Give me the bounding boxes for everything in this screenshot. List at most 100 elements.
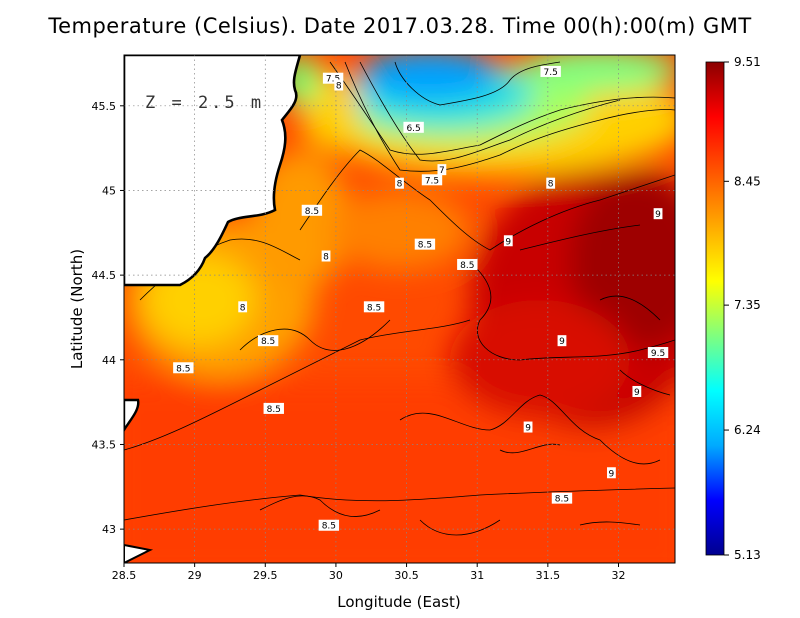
landmass: [124, 55, 302, 563]
contour-label-text: 8: [240, 303, 246, 313]
contour-label-text: 8.5: [267, 405, 281, 415]
contour-label-text: 8: [548, 180, 554, 190]
contour-label-text: 8.5: [460, 261, 474, 271]
contour-label-text: 8.5: [176, 364, 190, 374]
contour-label: 9: [557, 335, 567, 347]
contour-label: 8.5: [318, 519, 340, 532]
contour-label-text: 8.5: [418, 241, 432, 251]
colorbar-tick-label: 6.24: [734, 423, 761, 437]
contour-label-text: 7.5: [425, 176, 439, 186]
x-tick-label: 29: [188, 569, 202, 582]
contour-label-bg: [334, 79, 344, 91]
contour-label: 9.5: [647, 347, 669, 359]
contour-label: 8: [395, 177, 404, 190]
contour-label-bg: [557, 335, 567, 347]
contour-label-text: 7.5: [544, 68, 558, 78]
contour-label-bg: [363, 301, 385, 313]
contour-label-bg: [395, 177, 404, 189]
contour-label-bg: [632, 385, 642, 397]
y-tick-label: 43: [102, 523, 116, 536]
contour-label: 8.5: [414, 238, 436, 251]
contour-label-bg: [421, 174, 443, 186]
x-tick-label: 32: [611, 569, 625, 582]
x-tick-label: 30: [329, 569, 343, 582]
contour-label-text: 8.5: [322, 522, 336, 532]
x-axis-label: Longitude (East): [337, 593, 460, 611]
x-tick-label: 28.5: [112, 569, 137, 582]
contour-label-bg: [414, 238, 436, 250]
contour-label-bg: [647, 347, 669, 359]
contour-label-bg: [318, 519, 340, 531]
contour-label-bg: [321, 250, 331, 262]
contour-label: 9: [607, 467, 616, 479]
contour-label-bg: [257, 335, 279, 347]
contour-label-text: 9: [525, 424, 531, 434]
x-axis-ticks: 28.5 29 29.5 30 30.5 31 31.5 32: [112, 563, 625, 582]
x-tick-label: 31: [470, 569, 484, 582]
colorbar: [705, 61, 725, 556]
contour-label-bg: [322, 72, 344, 84]
colorbar-tick-label: 5.13: [734, 548, 761, 562]
contour-label-bg: [546, 177, 556, 189]
colorbar-ticks: 9.51 8.45 7.35 6.24 5.13: [724, 55, 761, 562]
contour-label: 8: [546, 177, 556, 190]
contour-label-text: 9: [559, 337, 565, 347]
contour-label: 8.5: [263, 402, 284, 415]
x-tick-label: 31.5: [536, 569, 561, 582]
contour-label-text: 8: [323, 253, 329, 263]
colorbar-tick-label: 8.45: [734, 174, 761, 188]
contour-label-bg: [301, 204, 323, 216]
contour-label-text: 9: [634, 388, 640, 398]
contour-label: 8.5: [551, 492, 573, 505]
x-tick-label: 30.5: [394, 569, 419, 582]
y-tick-label: 45: [102, 184, 116, 197]
colorbar-tick-label: 9.51: [734, 55, 761, 69]
contour-label: 8: [334, 79, 344, 91]
contour-label-text: 7: [439, 166, 445, 176]
contour-label-bg: [437, 164, 447, 176]
contour-label: 8.5: [257, 335, 279, 347]
contour-label: 8.5: [457, 258, 478, 271]
contour-label-bg: [403, 121, 424, 133]
contour-label-text: 8.5: [261, 337, 275, 347]
contour-label-text: 8.5: [367, 303, 381, 313]
contour-label-text: 8.5: [555, 495, 569, 505]
contour-label: 9: [503, 235, 513, 247]
map-title: Temperature (Celsius). Date 2017.03.28. …: [48, 14, 752, 38]
contour-label-bg: [457, 258, 478, 270]
contour-label-bg: [653, 208, 663, 220]
y-tick-label: 43.5: [92, 438, 117, 451]
contour-label-text: 9: [609, 469, 615, 479]
contour-label-text: 9: [655, 210, 661, 220]
contour-label: 9: [653, 208, 663, 220]
depth-label: Z = 2.5 m: [145, 93, 264, 113]
contour-label: 7.5: [540, 65, 561, 78]
heat-field: [124, 55, 675, 563]
grid-lines: [124, 55, 675, 563]
contour-label-text: 9: [505, 237, 511, 247]
contour-label: 9: [632, 385, 642, 398]
x-tick-label: 29.5: [253, 569, 278, 582]
contour-label-bg: [503, 235, 513, 247]
colorbar-tick-label: 7.35: [734, 298, 761, 312]
contour-label: 7.5: [322, 72, 344, 85]
contour-label: 7.5: [421, 174, 443, 186]
contour-label: 8: [321, 250, 331, 263]
contour-label-bg: [607, 467, 616, 479]
contour-label: 8.5: [173, 362, 194, 374]
contour-label-bg: [551, 492, 573, 504]
contour-label-bg: [173, 362, 194, 374]
contour-label-text: 6.5: [406, 124, 420, 134]
contour-label: 8.5: [301, 204, 323, 217]
contour-label-bg: [523, 421, 533, 433]
contour-label-bg: [238, 301, 248, 313]
contour-label: 6.5: [403, 121, 424, 134]
contour-label: 8.5: [363, 301, 385, 313]
y-tick-label: 44.5: [92, 269, 117, 282]
plot-frame: [123, 54, 676, 564]
y-axis-ticks: 43 43.5 44 44.5 45 45.5: [92, 100, 124, 536]
y-axis-label: Latitude (North): [68, 249, 86, 369]
y-tick-label: 45.5: [92, 100, 117, 113]
